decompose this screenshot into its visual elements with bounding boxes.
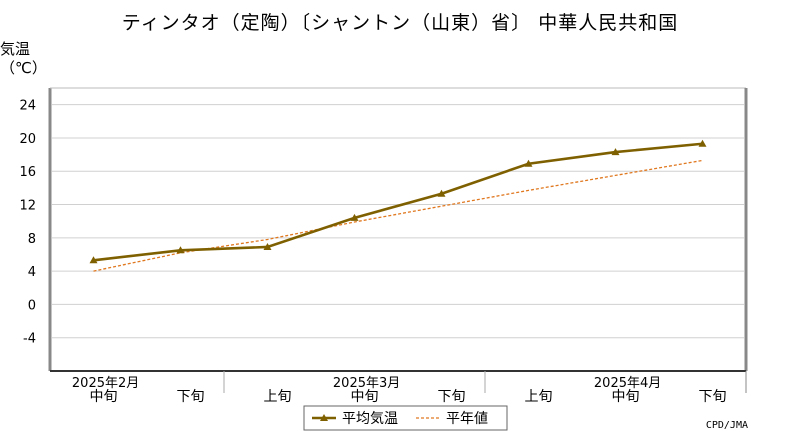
x-dekad-label: 上旬 [264, 389, 292, 405]
data-point-mean-temp [176, 246, 185, 254]
data-point-mean-temp [437, 189, 446, 197]
data-point-mean-temp [263, 242, 272, 250]
data-point-mean-temp [524, 159, 533, 167]
x-dekad-label: 中旬 [90, 389, 118, 405]
x-dekad-label: 下旬 [438, 389, 466, 405]
x-month-label: 2025年2月 [72, 376, 139, 391]
data-point-mean-temp [350, 213, 359, 221]
x-dekad-label: 上旬 [525, 389, 553, 405]
y-tick-label: -4 [23, 332, 36, 347]
legend-marker-mean-temp [320, 414, 328, 421]
credit-text: CPD/JMA [705, 420, 748, 431]
y-tick-label: 12 [19, 199, 36, 214]
x-dekad-label: 下旬 [699, 389, 727, 405]
x-dekad-label: 中旬 [351, 389, 379, 405]
series-line-normal [93, 159, 703, 272]
y-tick-label: 4 [28, 265, 36, 280]
y-tick-label: 20 [19, 132, 36, 147]
data-point-mean-temp [89, 256, 98, 264]
y-tick-label: 0 [28, 298, 36, 313]
y-tick-label: 24 [19, 99, 36, 114]
x-dekad-label: 中旬 [612, 389, 640, 405]
legend-label: 平均気温 [342, 411, 398, 427]
y-axis-title: 気温 [0, 40, 31, 58]
plot-area [50, 88, 746, 371]
chart-title: ティンタオ（定陶）〔シャントン（山東）省〕 中華人民共和国 [121, 12, 679, 34]
data-point-mean-temp [698, 139, 707, 147]
x-dekad-label: 下旬 [177, 389, 205, 405]
legend-label: 平年値 [446, 411, 488, 427]
series-line-mean-temp [93, 142, 703, 262]
y-axis-label: 気温 （℃） [0, 40, 47, 78]
x-month-label: 2025年4月 [594, 376, 661, 391]
data-point-mean-temp [611, 148, 620, 156]
legend-box [303, 405, 508, 431]
y-tick-label: 16 [19, 165, 36, 180]
y-tick-label: 8 [28, 232, 36, 247]
x-month-label: 2025年3月 [333, 376, 400, 391]
y-axis-unit: （℃） [0, 59, 47, 77]
